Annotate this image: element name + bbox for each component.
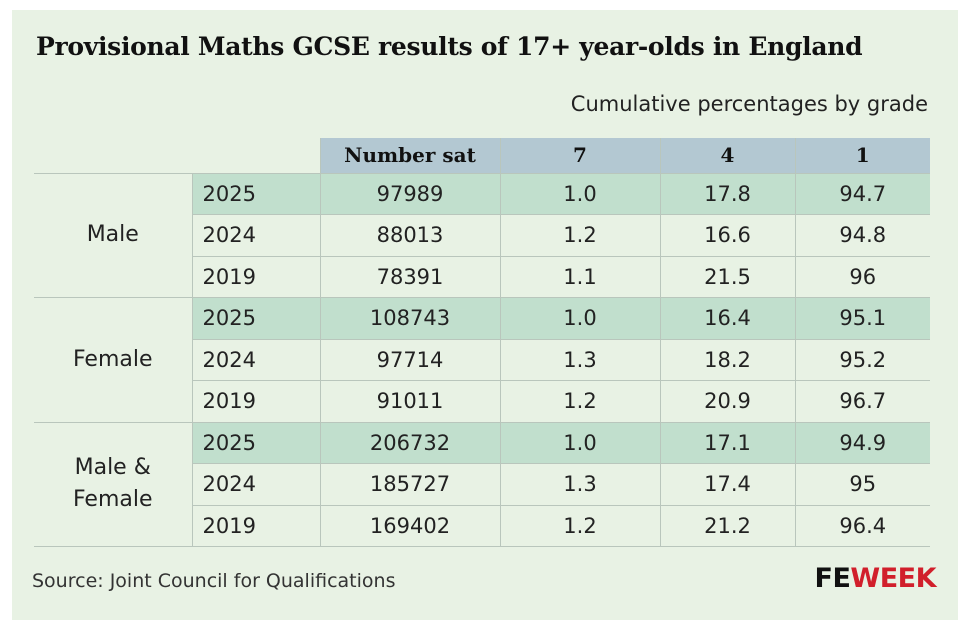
table-row: 2024 185727 1.3 17.4 95 xyxy=(34,463,930,506)
value-cell: 97989 xyxy=(319,172,500,215)
table-row: 2024 97714 1.3 18.2 95.2 xyxy=(34,339,930,381)
table-body: Male 2025 97989 1.0 17.8 94.7 2024 88013 1.2 16.6… xyxy=(34,172,930,547)
value-cell: 17.1 xyxy=(659,421,795,464)
value-cell: 21.5 xyxy=(659,256,795,298)
column-header: 1 xyxy=(794,138,930,174)
value-cell: 94.7 xyxy=(794,172,930,215)
value-cell: 1.2 xyxy=(499,380,660,423)
value-cell: 1.2 xyxy=(499,505,660,547)
value-cell: 1.1 xyxy=(499,256,660,298)
value-cell: 185727 xyxy=(319,463,500,506)
header-blank-group xyxy=(34,138,192,174)
value-cell: 95 xyxy=(794,463,930,506)
logo-fe: FE xyxy=(814,563,851,594)
logo-week: WEEK xyxy=(850,563,936,594)
value-cell: 1.3 xyxy=(499,339,660,381)
value-cell: 1.3 xyxy=(499,463,660,506)
value-cell: 91011 xyxy=(319,380,500,423)
column-header: 4 xyxy=(659,138,795,174)
chart-panel: Provisional Maths GCSE results of 17+ ye… xyxy=(12,10,958,620)
year-cell: 2019 xyxy=(191,380,320,423)
value-cell: 95.2 xyxy=(794,339,930,381)
group-label: Male & Female xyxy=(34,421,192,547)
value-cell: 96.4 xyxy=(794,505,930,547)
header-blank-year xyxy=(192,138,320,174)
value-cell: 206732 xyxy=(319,421,500,464)
year-cell: 2025 xyxy=(191,421,320,464)
source-note: Source: Joint Council for Qualifications xyxy=(32,570,396,592)
column-header: 7 xyxy=(499,138,660,174)
results-table: Number sat 7 4 1 Male 2025 97989 1.0 17.8 94.… xyxy=(34,138,930,547)
year-cell: 2024 xyxy=(191,214,320,257)
value-cell: 16.6 xyxy=(659,214,795,257)
value-cell: 96.7 xyxy=(794,380,930,423)
group-label: Female xyxy=(34,297,192,423)
table-row: 2019 91011 1.2 20.9 96.7 xyxy=(34,380,930,423)
value-cell: 94.9 xyxy=(794,421,930,464)
value-cell: 1.0 xyxy=(499,172,660,215)
chart-subtitle: Cumulative percentages by grade xyxy=(570,92,928,116)
value-cell: 1.2 xyxy=(499,214,660,257)
table-row: Male 2025 97989 1.0 17.8 94.7 xyxy=(34,172,930,298)
table-row: 2019 169402 1.2 21.2 96.4 xyxy=(34,505,930,547)
value-cell: 17.8 xyxy=(659,172,795,215)
value-cell: 16.4 xyxy=(659,297,795,340)
table-row: Male & Female 2025 206732 1.0 17.1 94.9 xyxy=(34,421,930,547)
value-cell: 17.4 xyxy=(659,463,795,506)
fe-week-logo: FEWEEK xyxy=(814,563,937,594)
value-cell: 1.0 xyxy=(499,421,660,464)
value-cell: 94.8 xyxy=(794,214,930,257)
value-cell: 97714 xyxy=(319,339,500,381)
year-cell: 2025 xyxy=(191,172,320,215)
table-row: Female 2025 108743 1.0 16.4 95.1 xyxy=(34,297,930,423)
group-label: Male xyxy=(34,172,192,298)
value-cell: 1.0 xyxy=(499,297,660,340)
year-cell: 2024 xyxy=(191,339,320,381)
chart-title: Provisional Maths GCSE results of 17+ ye… xyxy=(36,32,863,61)
value-cell: 88013 xyxy=(319,214,500,257)
year-cell: 2025 xyxy=(191,297,320,340)
value-cell: 169402 xyxy=(319,505,500,547)
value-cell: 95.1 xyxy=(794,297,930,340)
value-cell: 21.2 xyxy=(659,505,795,547)
value-cell: 20.9 xyxy=(659,380,795,423)
year-cell: 2019 xyxy=(191,256,320,298)
table-row: 2024 88013 1.2 16.6 94.8 xyxy=(34,214,930,257)
value-cell: 78391 xyxy=(319,256,500,298)
header-row: Number sat 7 4 1 xyxy=(34,138,930,174)
column-header: Number sat xyxy=(319,138,500,174)
value-cell: 108743 xyxy=(319,297,500,340)
year-cell: 2024 xyxy=(191,463,320,506)
value-cell: 96 xyxy=(794,256,930,298)
value-cell: 18.2 xyxy=(659,339,795,381)
year-cell: 2019 xyxy=(191,505,320,547)
